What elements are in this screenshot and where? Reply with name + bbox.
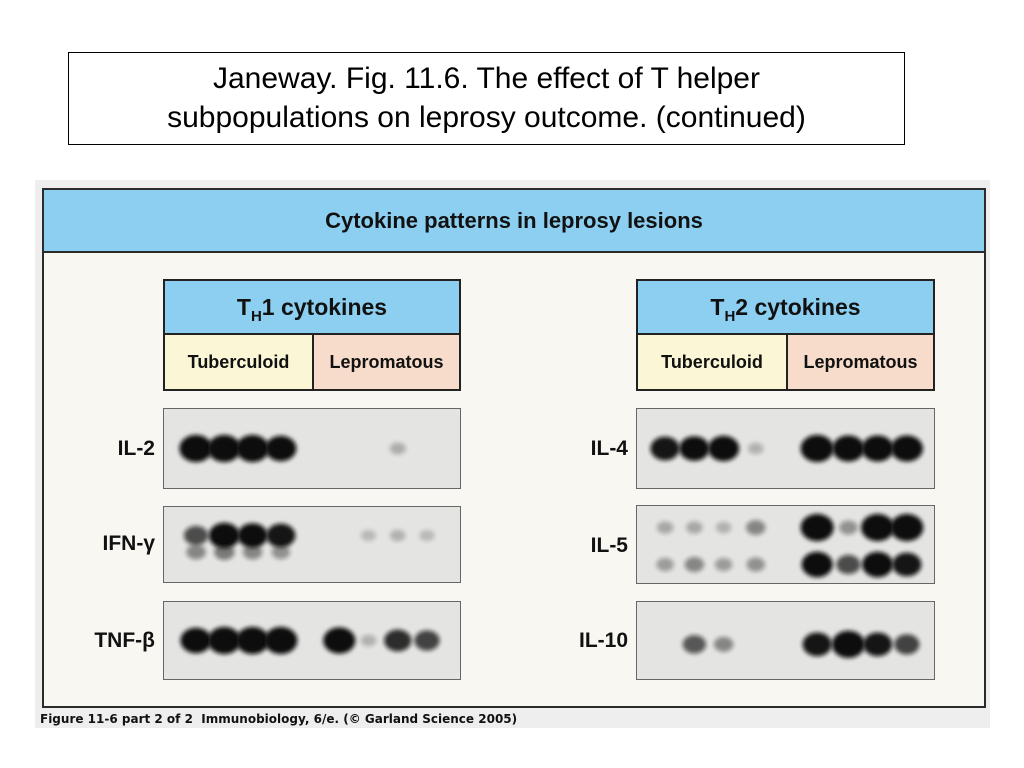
th1-cytokines-header: TH1 cytokines (163, 279, 461, 335)
il-10-blot-image (682, 630, 920, 658)
il-10-blot (636, 601, 935, 680)
slide-title-line-2: subpopulations on leprosy outcome. (cont… (167, 101, 806, 134)
blot-band (360, 634, 377, 647)
il-10-label: IL-10 (578, 629, 628, 652)
blot-band (186, 544, 206, 560)
blot-band (180, 627, 212, 654)
blot-band (800, 434, 834, 463)
blot-band (271, 544, 291, 560)
th2-header-suffix: 2 cytokines (735, 294, 861, 320)
il-4-blot-image (650, 434, 924, 463)
blot-band (656, 521, 674, 534)
blot-band (207, 434, 241, 463)
th1-header-prefix: T (236, 294, 251, 320)
il-2-blot (163, 408, 461, 489)
blot-band (323, 627, 356, 654)
blot-band (414, 630, 440, 651)
blot-band (890, 513, 924, 542)
blot-band (861, 513, 895, 542)
blot-band (264, 626, 298, 655)
blot-band (389, 442, 406, 455)
blot-band (715, 521, 732, 534)
blot-band (862, 632, 893, 657)
blot-band (746, 557, 766, 572)
il-5-blot (636, 505, 935, 584)
blot-band (836, 554, 861, 575)
th2-header-subscript: H (724, 308, 736, 325)
il-5-blot-image (656, 513, 924, 578)
blot-band (801, 551, 833, 578)
blot-band (183, 525, 209, 546)
blot-band (242, 544, 263, 560)
il-4-label: IL-4 (590, 437, 628, 460)
th1-header-suffix: 1 cytokines (261, 294, 388, 320)
blot-band (360, 529, 377, 542)
blot-band (894, 634, 920, 655)
blot-band (237, 523, 268, 548)
il-5-label: IL-5 (590, 534, 628, 557)
blot-band (747, 442, 764, 455)
blot-band (208, 522, 240, 549)
tnf-beta-label: TNF-β (94, 629, 155, 652)
blot-band (682, 635, 707, 654)
ifn-gamma-blot (163, 506, 461, 583)
il-2-blot-image (179, 434, 406, 463)
th2-header-prefix: T (710, 294, 725, 320)
blot-band (235, 626, 270, 655)
blot-band (861, 435, 894, 462)
blot-band (839, 520, 858, 535)
il-4-blot (636, 408, 935, 489)
blot-band (207, 626, 241, 655)
blot-band (862, 551, 894, 578)
tnf-beta-blot-image (180, 626, 440, 655)
blot-band (707, 435, 740, 462)
figure-banner-title: Cytokine patterns in leprosy lesions (44, 190, 984, 253)
blot-band (235, 434, 270, 463)
blot-band (832, 435, 865, 462)
th1-lepromatous-column: Lepromatous (312, 333, 461, 391)
blot-band (265, 435, 297, 462)
blot-band (686, 521, 703, 534)
blot-band (679, 436, 710, 461)
blot-band (684, 557, 705, 573)
il-2-label: IL-2 (117, 437, 155, 460)
th1-header-subscript: H (250, 308, 262, 325)
blot-band (713, 636, 734, 652)
figure-caption: Figure 11-6 part 2 of 2 Immunobiology, 6… (40, 712, 518, 726)
blot-band (214, 544, 235, 560)
slide-title-line-1: Janeway. Fig. 11.6. The effect of T help… (212, 62, 760, 95)
ifn-gamma-label: IFN-γ (102, 532, 156, 555)
blot-band (650, 436, 680, 461)
blot-band (266, 523, 296, 548)
blot-band (746, 520, 766, 536)
blot-band (179, 434, 213, 463)
blot-band (890, 435, 924, 462)
th1-tuberculoid-column: Tuberculoid (163, 333, 314, 391)
blot-band (419, 529, 435, 542)
blot-band (714, 557, 733, 572)
tnf-beta-blot (163, 601, 461, 680)
th2-cytokines-header: TH2 cytokines (636, 279, 935, 335)
slide-title-box: Janeway. Fig. 11.6. The effect of T help… (68, 52, 905, 145)
blot-band (389, 529, 406, 542)
ifn-gamma-blot-image (183, 522, 435, 560)
th2-tuberculoid-column: Tuberculoid (636, 333, 788, 391)
blot-band (831, 630, 865, 658)
blot-band (656, 557, 674, 572)
blot-band (800, 513, 834, 542)
blot-band (892, 552, 922, 577)
blot-band (384, 629, 412, 652)
blot-band (802, 632, 832, 657)
th2-lepromatous-column: Lepromatous (786, 333, 935, 391)
